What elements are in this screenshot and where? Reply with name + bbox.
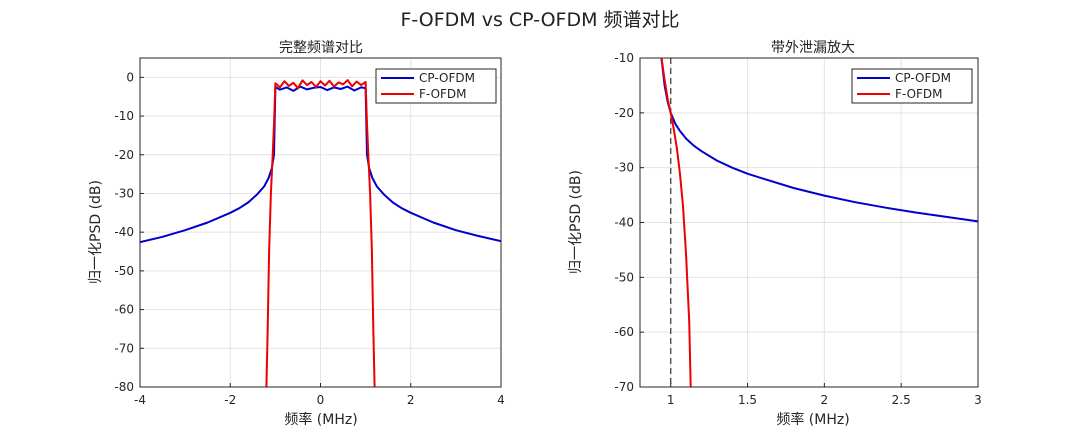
left-plot-y-tick-label-5: -50: [114, 264, 134, 278]
left-plot-x-tick-label-4: 4: [497, 393, 505, 407]
right-plot-legend: CP-OFDM F-OFDM: [851, 68, 973, 104]
right-plot-y-label: 归一化PSD (dB): [567, 170, 584, 274]
right-plot-y-tick-label-3: -40: [614, 216, 634, 230]
left-plot-x-tick-label-2: 0: [317, 393, 325, 407]
right-plot-x-tick-label-0: 1: [667, 393, 675, 407]
left-plot-series-cp-ofdm: [140, 85, 501, 244]
right-plot-x-tick-label-3: 2.5: [892, 393, 911, 407]
left-plot-y-tick-label-3: -30: [114, 186, 134, 200]
right-plot-title: 带外泄漏放大: [771, 40, 855, 56]
right-plot-x-tick-label-4: 3: [974, 393, 982, 407]
right-plot-y-tick-label-2: -30: [614, 161, 634, 175]
left-plot-y-tick-label-7: -70: [114, 341, 134, 355]
right-plot-y-tick-label-1: -20: [614, 106, 634, 120]
right-plot-y-tick-label-4: -50: [614, 270, 634, 284]
left-plot-y-tick-label-4: -40: [114, 225, 134, 239]
figure-title: F-OFDM vs CP-OFDM 频谱对比: [400, 9, 679, 31]
left-plot-x-tick-label-1: -2: [224, 393, 236, 407]
left-plot-y-label: 归一化PSD (dB): [87, 180, 104, 284]
right-plot-legend-label-1: F-OFDM: [895, 87, 943, 101]
right-plot-series-f-ofdm: [660, 58, 692, 387]
right-plot-y-tick-label-6: -70: [614, 380, 634, 394]
left-plot-x-tick-label-3: 2: [407, 393, 415, 407]
left-plot-title: 完整频谱对比: [279, 40, 363, 56]
right-plot-oob-zoom: 带外泄漏放大 频率 (MHz) 归一化PSD (dB) 1 1.5 2 2.5 3 -10…: [567, 40, 982, 428]
left-plot-x-label: 频率 (MHz): [284, 411, 357, 428]
left-plot-y-tick-label-8: -80: [114, 380, 134, 394]
left-plot-y-tick-label-0: 0: [126, 70, 134, 84]
left-plot-y-tick-label-2: -20: [114, 148, 134, 162]
right-plot-y-tick-label-5: -60: [614, 325, 634, 339]
right-plot-x-tick-label-1: 1.5: [738, 393, 757, 407]
left-plot-x-tick-label-0: -4: [134, 393, 146, 407]
left-plot-series-f-ofdm: [265, 79, 376, 387]
right-plot-y-tick-label-0: -10: [614, 51, 634, 65]
right-plot-legend-label-0: CP-OFDM: [895, 71, 951, 85]
left-plot-legend-label-0: CP-OFDM: [419, 71, 475, 85]
left-plot-legend-label-1: F-OFDM: [419, 87, 467, 101]
left-plot-legend: CP-OFDM F-OFDM: [375, 68, 497, 104]
left-plot-y-tick-label-6: -60: [114, 303, 134, 317]
left-plot-full-spectrum: 完整频谱对比 频率 (MHz) 归一化PSD (dB) -4 -2 0 2 40-10-…: [87, 40, 505, 428]
left-plot-y-tick-label-1: -10: [114, 109, 134, 123]
right-plot-x-label: 频率 (MHz): [776, 411, 849, 428]
right-plot-x-tick-label-2: 2: [821, 393, 829, 407]
